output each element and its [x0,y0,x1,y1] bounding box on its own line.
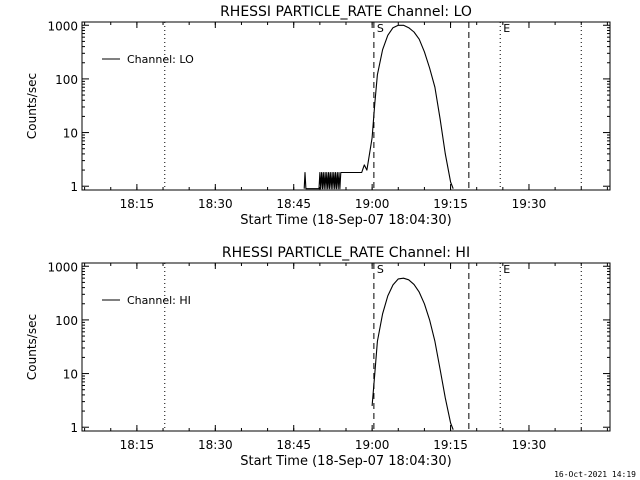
x-tick-label: 19:00 [355,438,390,452]
x-axis-label: Start Time (18-Sep-07 18:04:30) [240,213,451,228]
marker-label: S [377,22,384,35]
x-axis-label: Start Time (18-Sep-07 18:04:30) [240,454,451,469]
marker-label: S [377,263,384,276]
marker-label: E [503,22,510,35]
y-tick-label: 10 [63,368,78,382]
x-tick-label: 19:30 [512,197,547,211]
x-tick-label: 18:45 [276,438,311,452]
y-tick-label: 100 [55,73,78,87]
timestamp-footer: 16-Oct-2021 14:19 [554,470,636,479]
chart-panel-2: RHESSI PARTICLE_RATE Channel: HI Counts/s… [25,245,611,469]
x-tick-label: 18:45 [276,197,311,211]
chart-panel-1: RHESSI PARTICLE_RATE Channel: LO Counts/s… [25,4,611,228]
x-tick-label: 19:15 [433,197,468,211]
series-line [371,277,454,430]
x-tick-label: 18:30 [198,438,233,452]
plot-frame [81,262,611,432]
legend-label: Channel: HI [127,294,191,307]
y-tick-label: 100 [55,314,78,328]
plot-frame [81,21,611,191]
series-line [303,24,454,190]
y-tick-label: 10 [63,127,78,141]
x-tick-label: 19:00 [355,197,390,211]
legend-label: Channel: LO [127,53,194,66]
y-tick-label: 1000 [47,19,78,33]
chart-title: RHESSI PARTICLE_RATE Channel: HI [222,245,470,261]
y-tick-label: 1 [70,421,78,435]
x-tick-label: 19:15 [433,438,468,452]
marker-label: E [503,263,510,276]
y-tick-label: 1000 [47,260,78,274]
y-axis-label: Counts/sec [25,314,39,380]
x-tick-label: 18:15 [120,438,155,452]
x-tick-label: 18:30 [198,197,233,211]
chart-title: RHESSI PARTICLE_RATE Channel: LO [220,4,472,20]
x-tick-label: 18:15 [120,197,155,211]
x-tick-label: 19:30 [512,438,547,452]
y-axis-label: Counts/sec [25,73,39,139]
y-tick-label: 1 [70,180,78,194]
